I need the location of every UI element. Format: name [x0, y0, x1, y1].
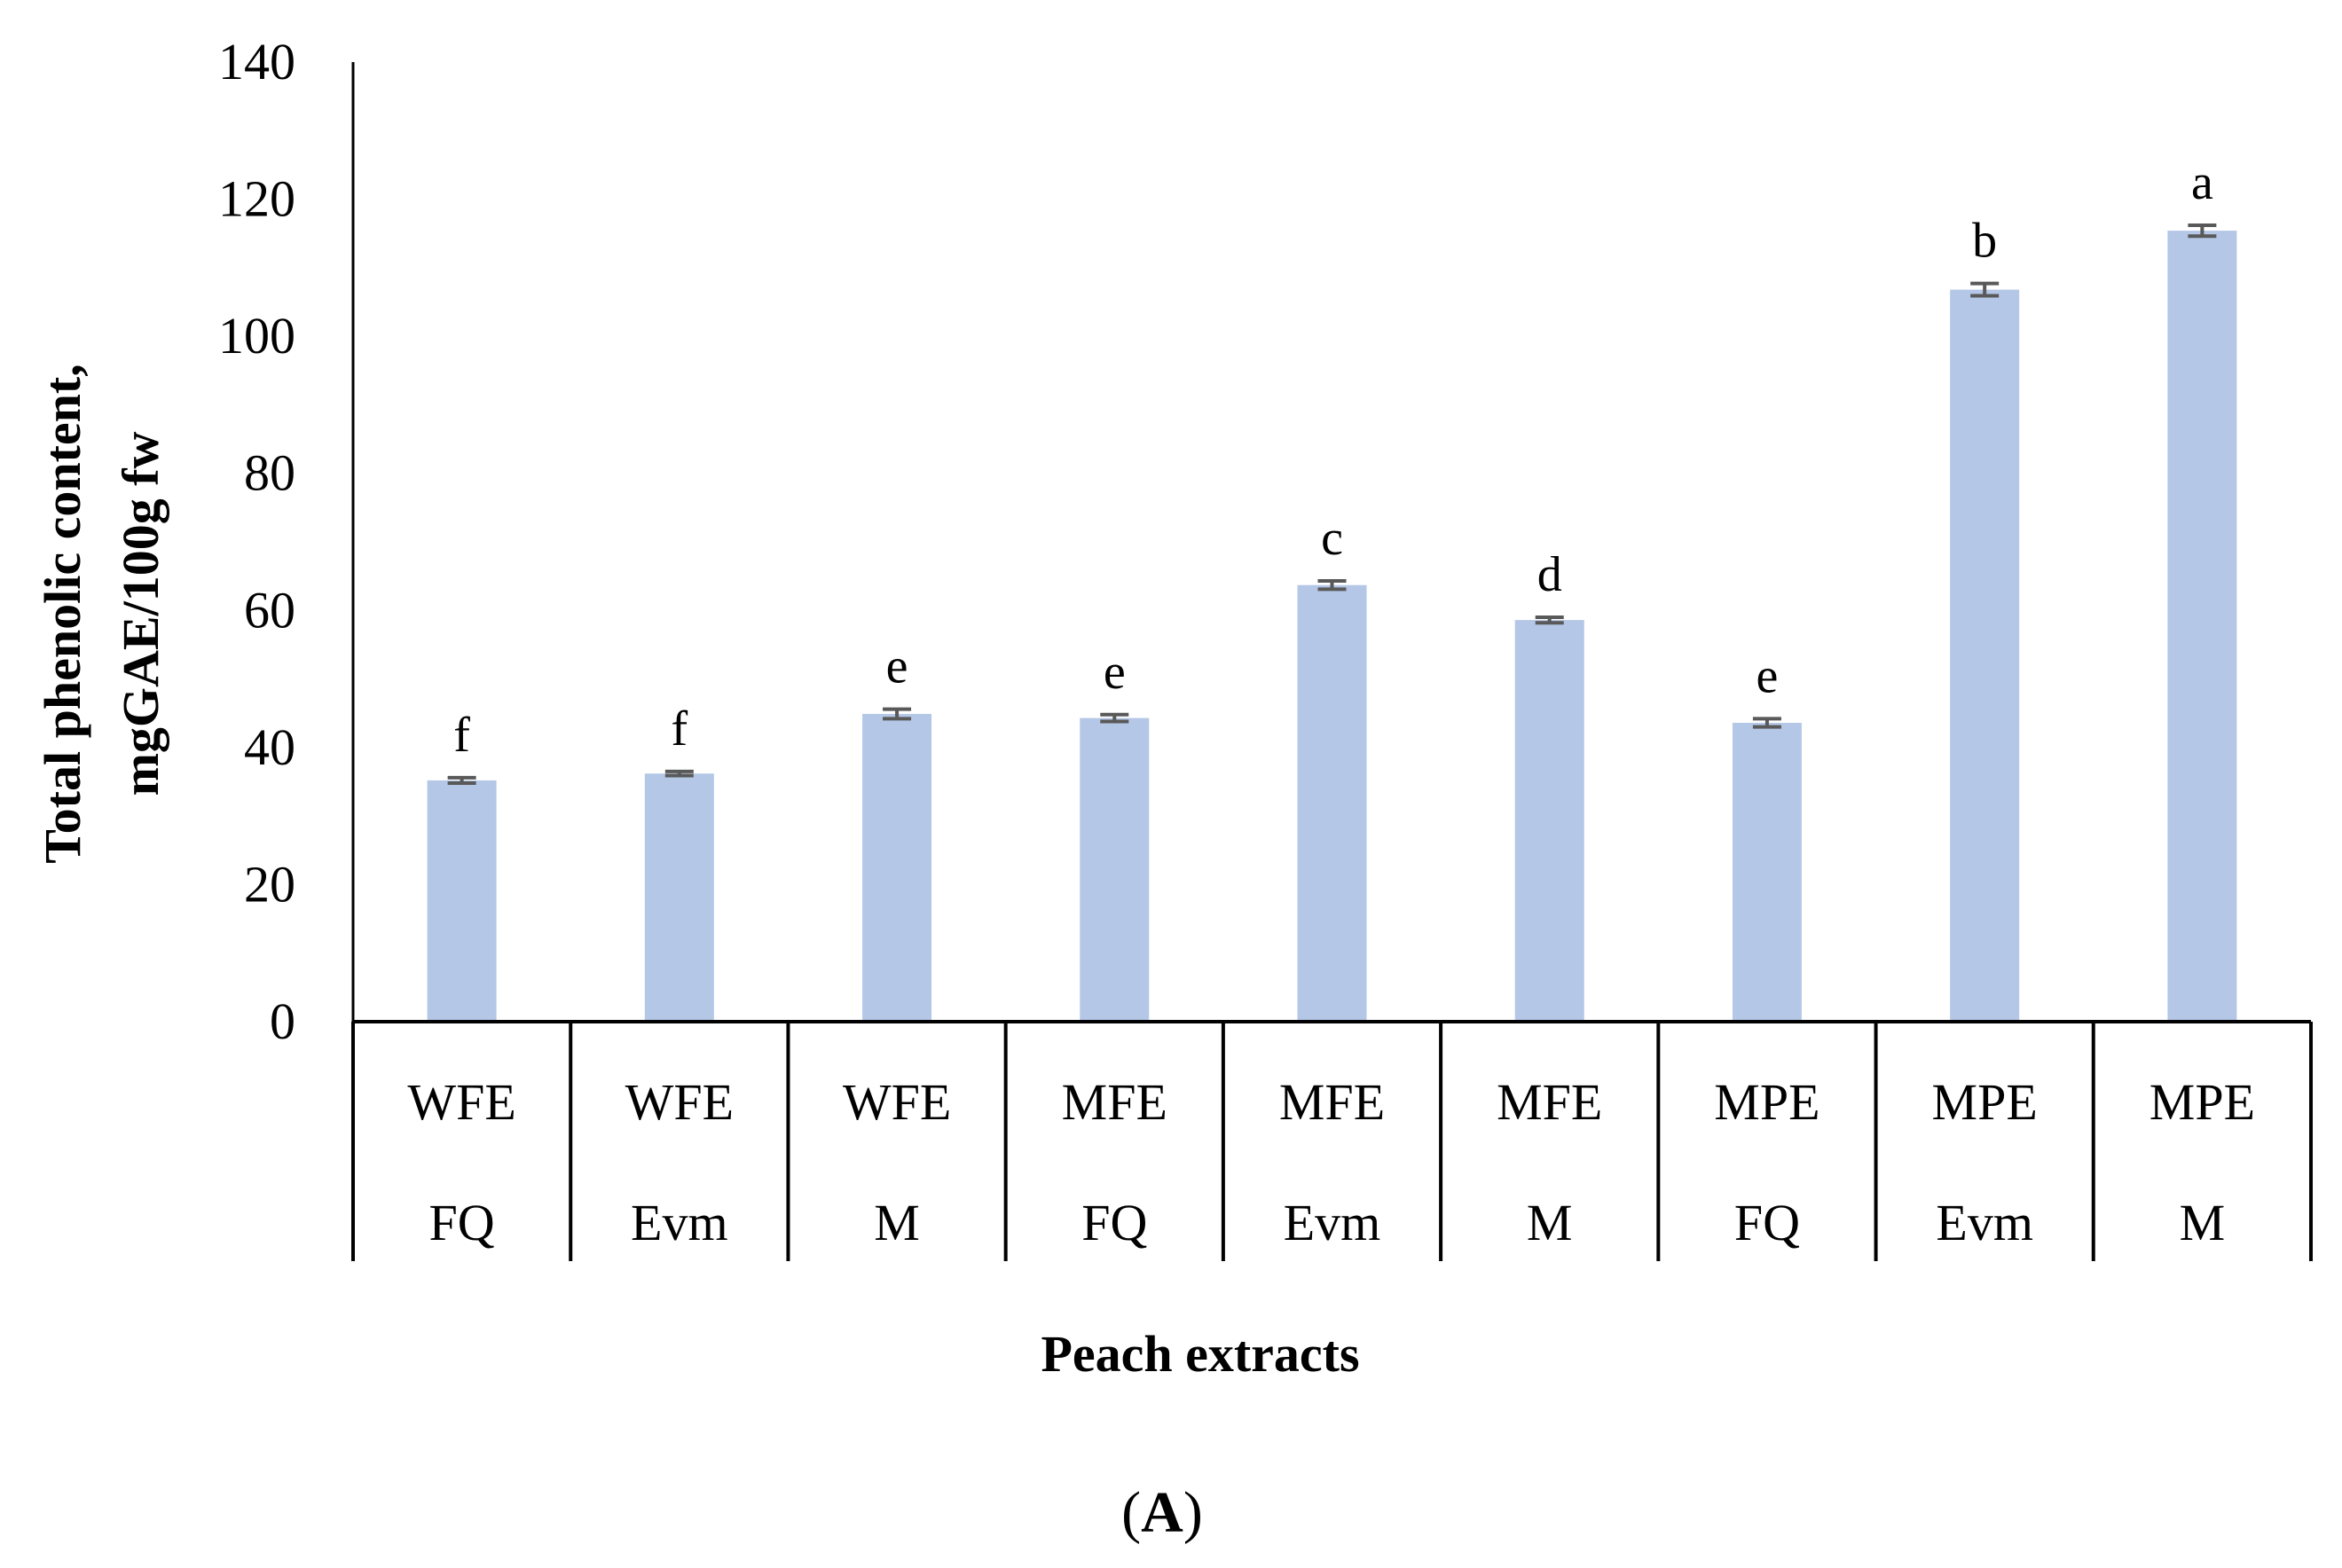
y-tick-label: 140: [218, 33, 295, 90]
y-axis: 0 20 40 60 80 100 120 140: [218, 33, 355, 1050]
significance-letter: b: [1972, 214, 1997, 269]
y-axis-title-line2: mgGAE/100g fw: [112, 431, 169, 796]
bars: f f e e c d e b a: [427, 155, 2237, 1022]
y-tick-label: 100: [218, 307, 295, 365]
category-label-line1: WFE: [407, 1073, 515, 1131]
error-bar: [883, 707, 912, 721]
error-bar: [1317, 579, 1347, 592]
caption-letter: A: [1141, 1480, 1183, 1545]
bar: [1732, 723, 1802, 1022]
bar: [2167, 231, 2237, 1022]
bar: [1080, 717, 1150, 1022]
category-label-line2: FQ: [1734, 1194, 1800, 1251]
significance-letter: e: [886, 639, 908, 694]
error-bar: [1970, 281, 2000, 298]
category-label-line2: Evm: [1284, 1194, 1381, 1251]
bar: [862, 713, 932, 1022]
category-label-line1: MPE: [1714, 1073, 1819, 1131]
error-bar: [447, 775, 476, 786]
error-bar: [664, 769, 694, 778]
category-label-line2: M: [1527, 1194, 1573, 1251]
category-label-line2: Evm: [631, 1194, 728, 1251]
category-label-line1: MFE: [1497, 1073, 1602, 1131]
y-axis-title-line1: Total phenolic content,: [34, 364, 91, 863]
bar: [644, 773, 714, 1022]
bar: [1297, 584, 1367, 1022]
caption-open-paren: (: [1121, 1480, 1141, 1545]
bar: [1950, 289, 2020, 1022]
figure-caption: (A): [1121, 1480, 1203, 1545]
significance-letter: e: [1756, 648, 1779, 703]
y-tick-label: 40: [244, 718, 295, 776]
category-label-line1: WFE: [843, 1073, 951, 1131]
error-bar: [1100, 712, 1129, 724]
category-label-line1: MPE: [2149, 1073, 2255, 1131]
significance-letter: e: [1104, 645, 1126, 700]
category-label-line2: FQ: [1081, 1194, 1147, 1251]
category-label-line2: Evm: [1936, 1194, 2033, 1251]
bar: [1514, 620, 1584, 1022]
category-label-line1: MFE: [1062, 1073, 1167, 1131]
y-tick-label: 20: [244, 855, 295, 913]
caption-close-paren: ): [1183, 1480, 1203, 1545]
x-axis: WFE FQ WFE Evm WFE M MFE FQ MFE Evm MFE M MPE FQ MPE Ev…: [351, 1020, 2313, 1261]
y-tick-label: 120: [218, 170, 295, 228]
bar: [427, 780, 497, 1022]
significance-letter: f: [453, 708, 470, 763]
category-label-line1: WFE: [625, 1073, 734, 1131]
significance-letter: c: [1321, 511, 1343, 566]
significance-letter: f: [672, 702, 688, 757]
category-label-line1: MFE: [1279, 1073, 1385, 1131]
y-tick-label: 80: [244, 444, 295, 502]
x-axis-title: Peach extracts: [1041, 1325, 1359, 1383]
error-bar: [1752, 717, 1781, 729]
category-label-line1: MPE: [1932, 1073, 2038, 1131]
category-label-line2: M: [2180, 1194, 2226, 1251]
error-bar: [1535, 615, 1564, 625]
category-label-line2: M: [874, 1194, 920, 1251]
significance-letter: d: [1537, 547, 1562, 602]
category-label-line2: FQ: [429, 1194, 495, 1251]
error-bar: [2188, 223, 2217, 239]
y-tick-label: 0: [270, 992, 295, 1050]
significance-letter: a: [2191, 155, 2213, 210]
y-tick-label: 60: [244, 581, 295, 639]
